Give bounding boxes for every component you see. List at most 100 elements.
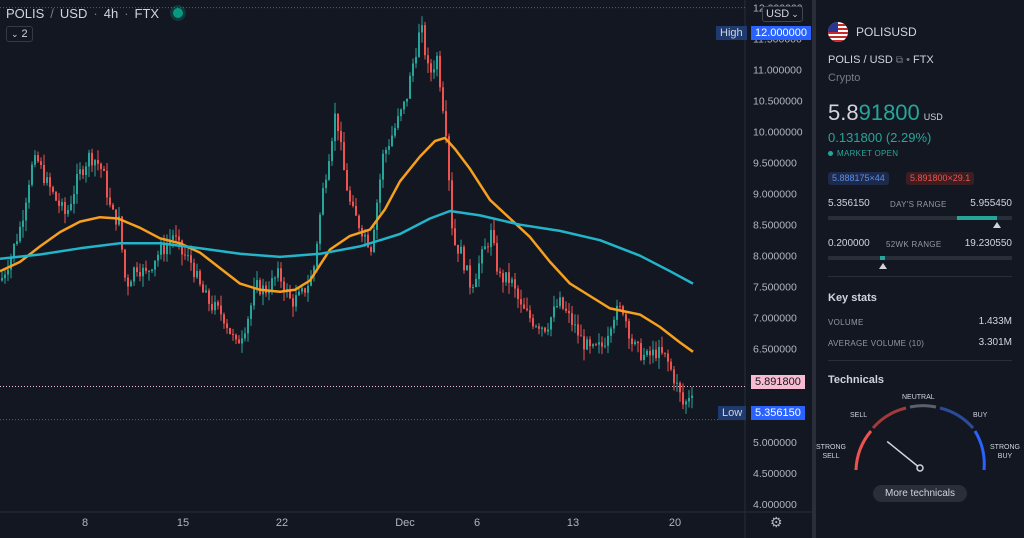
candle-body-down [283,281,285,292]
strong-buy-line-1: STRONG [990,444,1020,451]
wk-range-fill [880,256,886,260]
candle-body-down [370,247,372,252]
candle-body-up [151,269,153,271]
day-low: 5.356150 [828,198,870,209]
candle-body-up [205,290,207,293]
high-value-tag: 12.000000 [751,26,811,40]
pair-label[interactable]: POLIS / USD [828,54,893,66]
candle-body-up [70,203,72,210]
key-stats-title[interactable]: Key stats [828,292,877,304]
candle-body-down [106,170,108,198]
time-tick-label: 13 [567,517,579,529]
indicators-toggle-button[interactable]: ⌄ 2 [6,26,33,42]
candle-body-down [292,298,294,307]
candle-body-down [628,321,630,339]
candle-body-down [349,190,351,202]
wk-range-bar [828,256,1012,260]
exchange-label[interactable]: FTX [134,5,160,21]
interval-label[interactable]: 4h [103,5,119,21]
price-tick-label: 9.000000 [753,189,797,201]
last-price: 5.8 91800 USD [828,100,943,126]
price-chart[interactable]: 12.00000011.50000011.00000010.50000010.0… [0,0,812,538]
candle-body-down [223,314,225,324]
settings-gear-icon[interactable]: ⚙ [770,514,783,530]
symbol-title[interactable]: POLISUSD [856,25,917,39]
candle-body-up [382,153,384,180]
wk-range-marker-icon [879,263,888,269]
currency-select[interactable]: USD ⌄ [762,6,803,22]
candle-body-down [442,87,444,112]
candle-body-up [214,302,216,311]
candle-body-down [487,246,489,248]
separator: · [93,5,98,21]
candle-body-up [475,279,477,288]
candle-body-down [64,202,66,214]
price-tick-label: 4.000000 [753,499,797,511]
candle-body-up [484,246,486,250]
candle-body-down [514,279,516,289]
technicals-title[interactable]: Technicals [828,374,885,386]
candle-body-up [148,270,150,272]
candle-body-down [583,336,585,350]
symbol-title-row: POLISUSD [828,22,917,42]
price-change: 0.131800 (2.29%) [828,130,932,145]
candle-body-up [172,235,174,240]
candle-body-down [100,163,102,169]
candle-body-down [199,271,201,285]
candle-body-down [358,215,360,229]
external-link-icon[interactable]: ⧉ [895,55,903,66]
price-tick-label: 7.500000 [753,282,797,294]
candle-body-down [346,170,348,191]
divider [828,360,1012,361]
candle-body-up [4,274,6,279]
candle-body-up [154,260,156,270]
symbol-label[interactable]: POLIS [6,5,45,21]
more-technicals-button[interactable]: More technicals [873,485,967,502]
gauge-strong-buy-arc [973,430,986,471]
technicals-gauge[interactable] [816,395,1024,485]
candle-body-down [208,290,210,304]
market-status-icon [173,8,184,18]
candle-body-up [397,116,399,128]
candle-body-up [313,266,315,277]
chart-pane[interactable]: 12.00000011.50000011.00000010.50000010.0… [0,0,812,538]
gauge-neutral-label: NEUTRAL [902,394,935,401]
candle-body-down [682,392,684,405]
candle-body-up [118,216,120,225]
volume-label: VOLUME [828,318,864,327]
candle-body-down [529,310,531,319]
strong-sell-line-2: SELL [822,453,840,460]
candle-body-up [403,101,405,110]
candle-body-down [520,299,522,305]
candle-body-up [553,306,555,318]
fast-ma-line [0,136,694,353]
candle-body-down [619,305,621,307]
candle-body-down [235,334,237,340]
candle-body-up [541,327,543,329]
wk-range-title: 52WK RANGE [886,240,942,249]
quote-label[interactable]: USD [59,5,88,21]
candle-body-down [544,327,546,332]
candle-body-down [184,254,186,256]
candle-body-up [478,263,480,280]
candle-body-up [406,98,408,102]
candle-body-down [259,280,261,295]
candle-body-down [220,305,222,315]
candle-body-down [667,353,669,362]
candle-body-down [670,361,672,370]
candle-body-down [427,55,429,64]
candle-body-down [517,288,519,300]
candle-body-down [526,308,528,311]
candle-body-up [34,155,36,165]
candle-body-down [175,235,177,237]
candle-body-down [499,271,501,274]
candle-body-down [217,302,219,306]
candle-body-down [538,326,540,329]
candle-body-down [289,289,291,299]
candle-body-up [505,272,507,283]
candle-body-down [502,273,504,283]
panel-divider[interactable] [812,0,816,538]
candle-body-down [127,277,129,287]
candle-body-down [367,234,369,248]
candle-body-down [637,341,639,344]
